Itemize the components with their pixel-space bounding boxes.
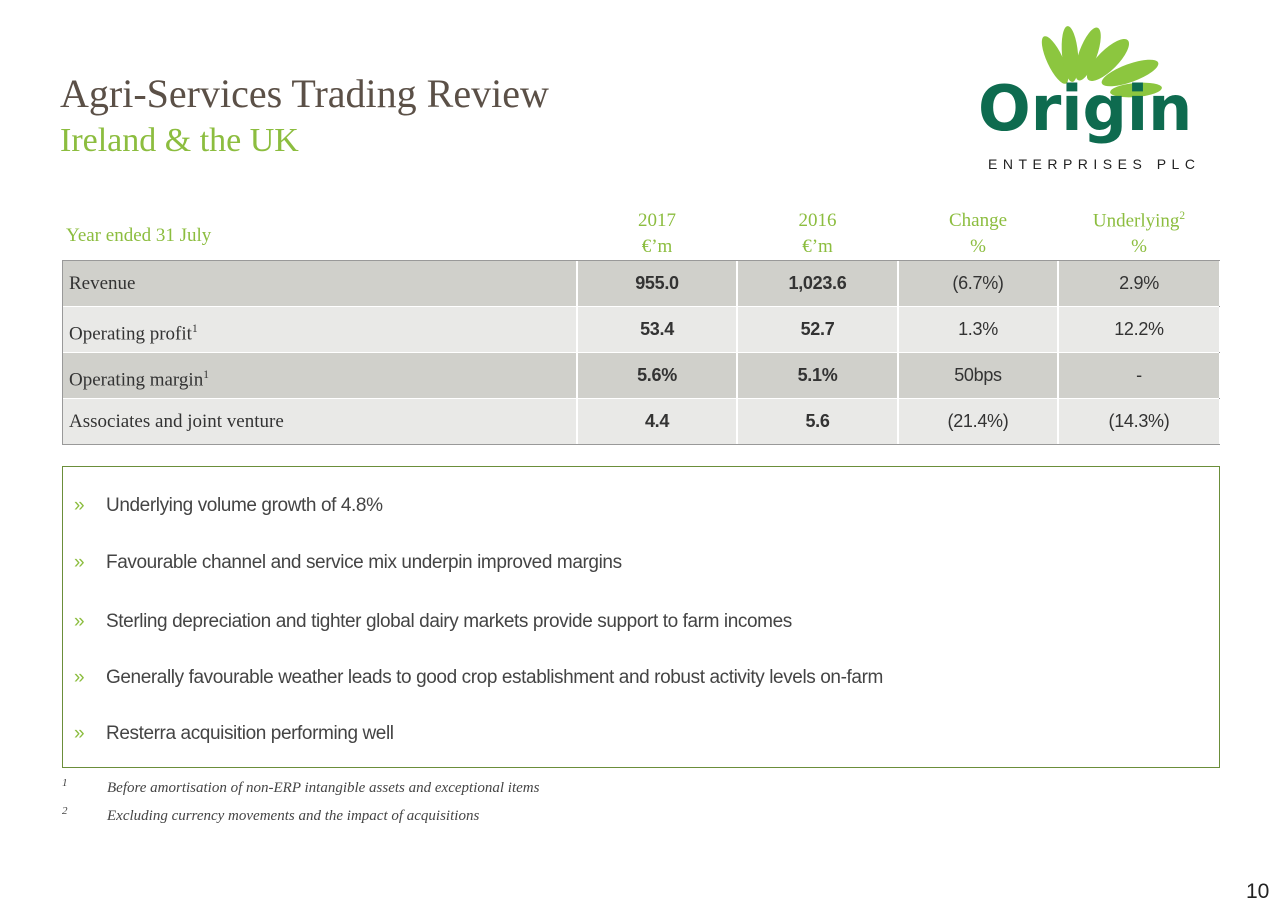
table-cell: 12.2% xyxy=(1059,307,1221,352)
column-unit: % xyxy=(970,236,986,257)
table: Revenue 955.0 1,023.6 (6.7%) 2.9% Operating p… xyxy=(62,260,1221,445)
table-cell: (6.7%) xyxy=(899,261,1059,306)
column-unit: % xyxy=(1131,236,1147,257)
column-title-text: Change xyxy=(948,210,1008,231)
row-label-text: Revenue xyxy=(69,273,136,294)
table-header-label: Year ended 31 July xyxy=(66,225,212,246)
footnote-marker: 2 xyxy=(62,805,68,817)
table-cell: 4.4 xyxy=(578,399,738,444)
bullet-box xyxy=(62,466,1220,768)
logo-tagline: ENTERPRISES PLC xyxy=(988,156,1200,172)
column-unit: €’m xyxy=(802,236,833,257)
table-cell: 5.1% xyxy=(738,353,899,398)
table-cell: 52.7 xyxy=(738,307,899,352)
bullet-text: Sterling depreciation and tighter global… xyxy=(106,611,792,632)
table-cell: (21.4%) xyxy=(899,399,1059,444)
table-cell: 50bps xyxy=(899,353,1059,398)
row-label: Operating profit1 xyxy=(63,307,578,352)
table-cell: - xyxy=(1059,353,1221,398)
superscript: 1 xyxy=(191,323,198,335)
table-cell: 955.0 xyxy=(578,261,738,306)
superscript: 1 xyxy=(203,369,209,381)
footnote-text: Excluding currency movements and the imp… xyxy=(107,808,480,824)
superscript: 2 xyxy=(1179,210,1186,222)
bullet-marker: » xyxy=(74,723,85,744)
bullet-text: Generally favourable weather leads to go… xyxy=(106,667,883,688)
bullet-marker: » xyxy=(74,552,85,573)
table-cell: 5.6 xyxy=(738,399,899,444)
subtitle: Ireland & the UK xyxy=(60,122,299,159)
row-label: Operating margin1 xyxy=(63,353,578,398)
footnote-text: Before amortisation of non-ERP intangibl… xyxy=(107,780,540,796)
column-title-text: 2017 xyxy=(638,210,676,231)
logo-name: Origin xyxy=(978,72,1192,145)
bullet-marker: » xyxy=(74,495,85,516)
row-label: Revenue xyxy=(63,261,578,306)
column-title-text: Underlying xyxy=(1092,210,1180,232)
page-number: 10 xyxy=(1246,880,1270,903)
logo: Origin ENTERPRISES PLC xyxy=(978,26,1200,172)
bullet-marker: » xyxy=(74,611,85,632)
footnote-marker: 1 xyxy=(62,777,68,789)
title: Agri-Services Trading Review xyxy=(60,71,549,116)
table-cell: 1.3% xyxy=(899,307,1059,352)
column-title-text: 2016 xyxy=(798,210,837,231)
bullet-text: Favourable channel and service mix under… xyxy=(106,552,622,573)
column-title: Underlying2 xyxy=(1058,210,1220,232)
bullet-text: Resterra acquisition performing well xyxy=(106,723,394,744)
column-title: 2017 xyxy=(577,210,737,232)
logo-leaves xyxy=(1041,26,1162,98)
table-cell: 5.6% xyxy=(578,353,738,398)
bullet-text: Underlying volume growth of 4.8% xyxy=(106,495,383,516)
table-cell: (14.3%) xyxy=(1059,399,1221,444)
row-label: Associates and joint venture xyxy=(63,399,578,444)
table-cell: 1,023.6 xyxy=(738,261,899,306)
table-cell: 53.4 xyxy=(578,307,738,352)
column-title: 2016 xyxy=(737,210,898,232)
row-label-text: Associates and joint venture xyxy=(69,411,284,432)
row-label-text: Operating profit xyxy=(69,323,192,345)
column-unit: €’m xyxy=(641,236,673,257)
column-title: Change xyxy=(898,210,1058,232)
bullet-marker: » xyxy=(74,667,85,688)
row-label-text: Operating margin xyxy=(69,369,204,391)
table-cell: 2.9% xyxy=(1059,261,1221,306)
